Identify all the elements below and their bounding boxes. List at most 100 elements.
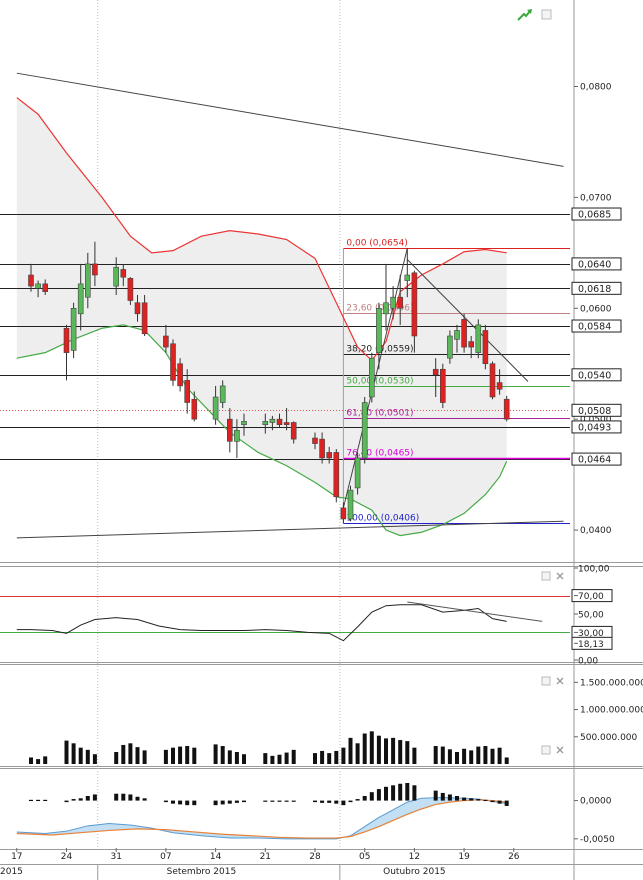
volume-bar[interactable]	[92, 754, 97, 764]
macd-histogram-bar[interactable]	[185, 800, 190, 806]
candle[interactable]	[28, 263, 34, 292]
candle[interactable]	[482, 324, 489, 370]
candle[interactable]	[326, 446, 333, 464]
macd-histogram-bar[interactable]	[213, 800, 218, 806]
macd-histogram-bar[interactable]	[234, 800, 239, 803]
macd-histogram-bar[interactable]	[192, 800, 197, 806]
macd-histogram-bar[interactable]	[220, 800, 225, 805]
trendline[interactable]	[16, 520, 564, 539]
candle[interactable]	[290, 421, 297, 444]
macd-histogram-bar[interactable]	[78, 798, 83, 801]
macd-histogram-bar[interactable]	[320, 800, 325, 803]
rsi-pane[interactable]	[0, 596, 570, 642]
volume-bar[interactable]	[277, 754, 282, 764]
volume-bar[interactable]	[490, 748, 495, 764]
volume-bar[interactable]	[369, 731, 374, 764]
candle[interactable]	[177, 358, 183, 392]
candle[interactable]	[461, 313, 467, 353]
macd-histogram-bar[interactable]	[405, 783, 410, 801]
volume-bar[interactable]	[284, 752, 289, 764]
macd-histogram-bar[interactable]	[398, 783, 403, 801]
candle[interactable]	[163, 324, 169, 353]
candle[interactable]	[85, 252, 91, 309]
panel-menu-icon[interactable]	[541, 9, 552, 20]
candle[interactable]	[262, 413, 269, 434]
macd-histogram-bar[interactable]	[43, 799, 48, 802]
volume-bar[interactable]	[192, 747, 197, 764]
candle[interactable]	[219, 380, 226, 409]
volume-bar[interactable]	[384, 738, 388, 764]
panel-close-icon[interactable]	[556, 746, 564, 754]
macd-histogram-bar[interactable]	[334, 800, 339, 804]
volume-bar[interactable]	[142, 750, 147, 764]
volume-bar[interactable]	[376, 735, 381, 764]
macd-histogram-bar[interactable]	[348, 800, 353, 803]
candle[interactable]	[340, 502, 347, 524]
macd-histogram-bar[interactable]	[313, 800, 317, 803]
candle[interactable]	[92, 241, 98, 287]
macd-histogram-bar[interactable]	[355, 799, 360, 801]
macd-histogram-bar[interactable]	[29, 799, 33, 802]
candle[interactable]	[312, 432, 318, 450]
volume-bar[interactable]	[185, 746, 190, 764]
macd-histogram-bar[interactable]	[128, 794, 133, 801]
candle[interactable]	[42, 279, 49, 295]
volume-bar[interactable]	[36, 759, 41, 764]
trendline[interactable]	[406, 259, 529, 382]
macd-histogram-bar[interactable]	[504, 800, 509, 806]
volume-bar[interactable]	[171, 747, 175, 764]
macd-histogram-bar[interactable]	[476, 799, 481, 801]
candle[interactable]	[269, 415, 276, 431]
macd-histogram-bar[interactable]	[341, 800, 346, 806]
macd-histogram-bar[interactable]	[462, 797, 467, 801]
volume-bar[interactable]	[135, 747, 140, 764]
volume-bar[interactable]	[313, 753, 317, 764]
rsi-trendline[interactable]	[407, 601, 543, 622]
volume-bar[interactable]	[163, 749, 168, 764]
volume-bar[interactable]	[341, 747, 346, 764]
candle[interactable]	[241, 413, 247, 436]
volume-bar[interactable]	[78, 747, 83, 764]
candle[interactable]	[496, 369, 503, 395]
volume-bar[interactable]	[440, 746, 445, 764]
price-pane[interactable]: 0,00 (0,0654)23,60 (0,0596)38,20 (0,0559…	[0, 72, 570, 539]
volume-bar[interactable]	[405, 741, 410, 764]
candle[interactable]	[120, 263, 127, 287]
macd-histogram-bar[interactable]	[497, 800, 502, 804]
candle[interactable]	[113, 257, 119, 295]
macd-histogram-bar[interactable]	[447, 794, 452, 801]
candle[interactable]	[70, 302, 77, 359]
candle[interactable]	[77, 263, 84, 331]
panel-menu-icon[interactable]	[541, 571, 551, 581]
volume-bar[interactable]	[220, 746, 225, 764]
macd-histogram-bar[interactable]	[142, 798, 147, 801]
volume-bar[interactable]	[476, 746, 481, 764]
panel-close-icon[interactable]	[556, 572, 564, 580]
volume-bar[interactable]	[178, 746, 183, 764]
volume-bar[interactable]	[242, 754, 246, 764]
macd-histogram-bar[interactable]	[64, 800, 69, 803]
candle[interactable]	[376, 302, 382, 370]
macd-histogram-bar[interactable]	[135, 796, 140, 801]
macd-histogram-bar[interactable]	[412, 785, 417, 801]
volume-bar[interactable]	[85, 749, 90, 764]
macd-histogram-bar[interactable]	[270, 800, 275, 802]
volume-bar[interactable]	[469, 750, 474, 764]
macd-histogram-bar[interactable]	[362, 796, 367, 801]
volume-bar[interactable]	[227, 750, 232, 764]
candle[interactable]	[191, 391, 198, 422]
trendline[interactable]	[16, 72, 564, 167]
macd-histogram-bar[interactable]	[384, 786, 388, 801]
candle[interactable]	[454, 324, 460, 353]
panel-menu-icon[interactable]	[541, 745, 551, 755]
candle[interactable]	[368, 352, 375, 403]
volume-bar[interactable]	[483, 746, 488, 764]
volume-bar[interactable]	[447, 749, 452, 764]
macd-histogram-bar[interactable]	[92, 794, 97, 801]
candle[interactable]	[141, 294, 148, 336]
volume-bar[interactable]	[121, 744, 126, 764]
candle[interactable]	[127, 277, 134, 305]
trendline[interactable]	[342, 248, 408, 509]
volume-bar[interactable]	[320, 750, 325, 764]
volume-bar[interactable]	[433, 746, 438, 764]
